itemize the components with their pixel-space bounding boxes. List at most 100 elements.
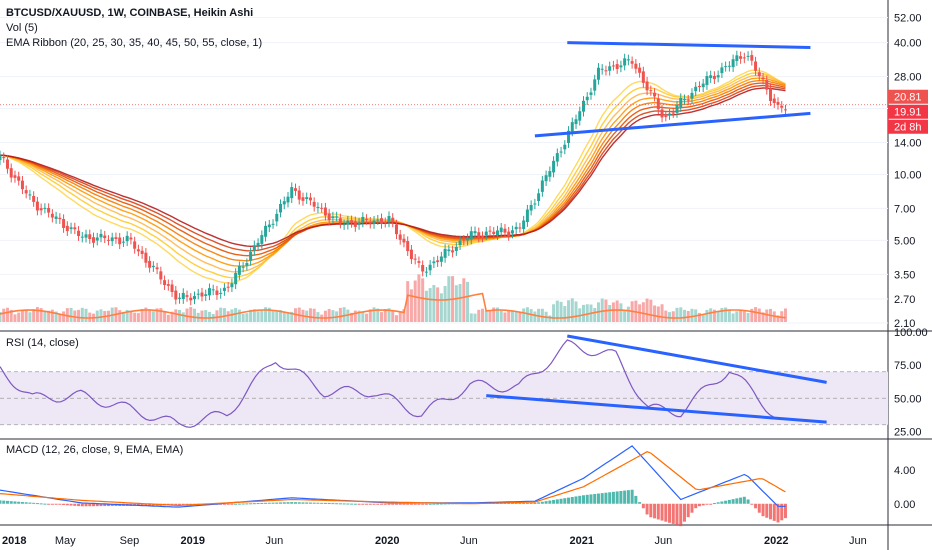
candle-body[interactable] xyxy=(525,209,529,223)
candle-body[interactable] xyxy=(451,250,455,253)
candle-body[interactable] xyxy=(750,55,754,61)
candle-body[interactable] xyxy=(675,105,679,113)
candle-body[interactable] xyxy=(301,197,305,201)
candle-body[interactable] xyxy=(28,194,32,196)
candle-body[interactable] xyxy=(484,231,488,236)
candle-body[interactable] xyxy=(331,216,335,219)
candle-body[interactable] xyxy=(241,266,245,268)
candle-body[interactable] xyxy=(462,239,466,241)
candle-body[interactable] xyxy=(252,245,256,251)
candle-body[interactable] xyxy=(84,234,88,238)
candle-body[interactable] xyxy=(275,213,279,222)
price-trendline[interactable] xyxy=(567,41,811,49)
candle-body[interactable] xyxy=(380,218,384,224)
candle-body[interactable] xyxy=(35,201,39,211)
candle-body[interactable] xyxy=(327,213,331,221)
candle-body[interactable] xyxy=(260,235,264,244)
candle-body[interactable] xyxy=(495,230,499,236)
candle-body[interactable] xyxy=(518,227,522,229)
candle-body[interactable] xyxy=(245,263,249,266)
candle-body[interactable] xyxy=(178,297,182,299)
candle-body[interactable] xyxy=(383,222,387,224)
candle-body[interactable] xyxy=(249,251,253,261)
candle-body[interactable] xyxy=(144,252,148,263)
candle-body[interactable] xyxy=(181,292,185,300)
candle-body[interactable] xyxy=(163,280,167,286)
candle-body[interactable] xyxy=(357,222,361,225)
candle-body[interactable] xyxy=(0,155,2,160)
candle-body[interactable] xyxy=(230,283,234,288)
candle-body[interactable] xyxy=(234,272,238,285)
candle-body[interactable] xyxy=(17,176,21,181)
candle-body[interactable] xyxy=(544,175,548,182)
candle-body[interactable] xyxy=(50,213,54,218)
candle-body[interactable] xyxy=(62,219,66,228)
candle-body[interactable] xyxy=(510,230,514,234)
candle-body[interactable] xyxy=(772,98,776,104)
candle-body[interactable] xyxy=(709,75,713,79)
candle-body[interactable] xyxy=(215,290,219,295)
candle-body[interactable] xyxy=(570,122,574,132)
candle-body[interactable] xyxy=(316,206,320,209)
candle-body[interactable] xyxy=(443,248,447,258)
candle-body[interactable] xyxy=(170,284,174,293)
candle-body[interactable] xyxy=(20,180,24,190)
candle-body[interactable] xyxy=(286,196,290,203)
candle-body[interactable] xyxy=(514,226,518,230)
candle-body[interactable] xyxy=(481,236,485,238)
candle-body[interactable] xyxy=(439,256,443,262)
candle-body[interactable] xyxy=(660,109,664,118)
rsi-trendline[interactable] xyxy=(567,334,827,384)
candle-body[interactable] xyxy=(473,231,477,234)
candle-body[interactable] xyxy=(600,68,604,70)
candle-body[interactable] xyxy=(754,61,758,71)
candle-body[interactable] xyxy=(668,113,672,115)
candle-body[interactable] xyxy=(39,208,43,211)
candle-body[interactable] xyxy=(522,220,526,230)
candle-body[interactable] xyxy=(424,271,428,273)
candle-body[interactable] xyxy=(5,159,9,169)
candle-body[interactable] xyxy=(391,217,395,223)
candle-body[interactable] xyxy=(555,153,559,162)
candle-body[interactable] xyxy=(24,190,28,194)
candle-body[interactable] xyxy=(634,63,638,69)
candle-body[interactable] xyxy=(312,201,316,207)
candle-body[interactable] xyxy=(694,86,698,92)
candle-body[interactable] xyxy=(114,237,118,239)
candle-body[interactable] xyxy=(387,215,391,223)
candle-body[interactable] xyxy=(454,246,458,251)
candle-body[interactable] xyxy=(724,66,728,68)
candle-body[interactable] xyxy=(626,59,630,61)
candle-body[interactable] xyxy=(13,175,17,178)
candle-body[interactable] xyxy=(282,201,286,205)
candle-body[interactable] xyxy=(720,67,724,74)
candle-body[interactable] xyxy=(428,264,432,271)
candle-body[interactable] xyxy=(653,92,657,97)
candle-body[interactable] xyxy=(469,231,473,240)
candle-body[interactable] xyxy=(103,235,107,239)
candle-body[interactable] xyxy=(671,112,675,114)
candle-body[interactable] xyxy=(140,250,144,254)
candle-body[interactable] xyxy=(765,80,769,90)
candle-body[interactable] xyxy=(690,92,694,99)
candle-body[interactable] xyxy=(136,249,140,252)
candle-body[interactable] xyxy=(761,77,765,80)
candle-body[interactable] xyxy=(739,56,743,59)
candle-body[interactable] xyxy=(578,111,582,121)
candle-body[interactable] xyxy=(769,88,773,101)
candle-body[interactable] xyxy=(95,237,99,241)
candle-body[interactable] xyxy=(701,83,705,88)
candle-body[interactable] xyxy=(529,205,533,211)
candle-body[interactable] xyxy=(406,241,410,252)
candle-body[interactable] xyxy=(466,238,470,241)
candle-body[interactable] xyxy=(641,71,645,83)
candle-body[interactable] xyxy=(585,96,589,101)
candle-body[interactable] xyxy=(293,188,297,191)
candle-body[interactable] xyxy=(222,287,226,291)
candle-body[interactable] xyxy=(9,168,13,178)
candle-body[interactable] xyxy=(256,242,260,246)
candle-body[interactable] xyxy=(196,293,200,295)
candle-body[interactable] xyxy=(133,241,137,249)
candle-body[interactable] xyxy=(264,225,268,237)
candle-body[interactable] xyxy=(200,292,204,297)
